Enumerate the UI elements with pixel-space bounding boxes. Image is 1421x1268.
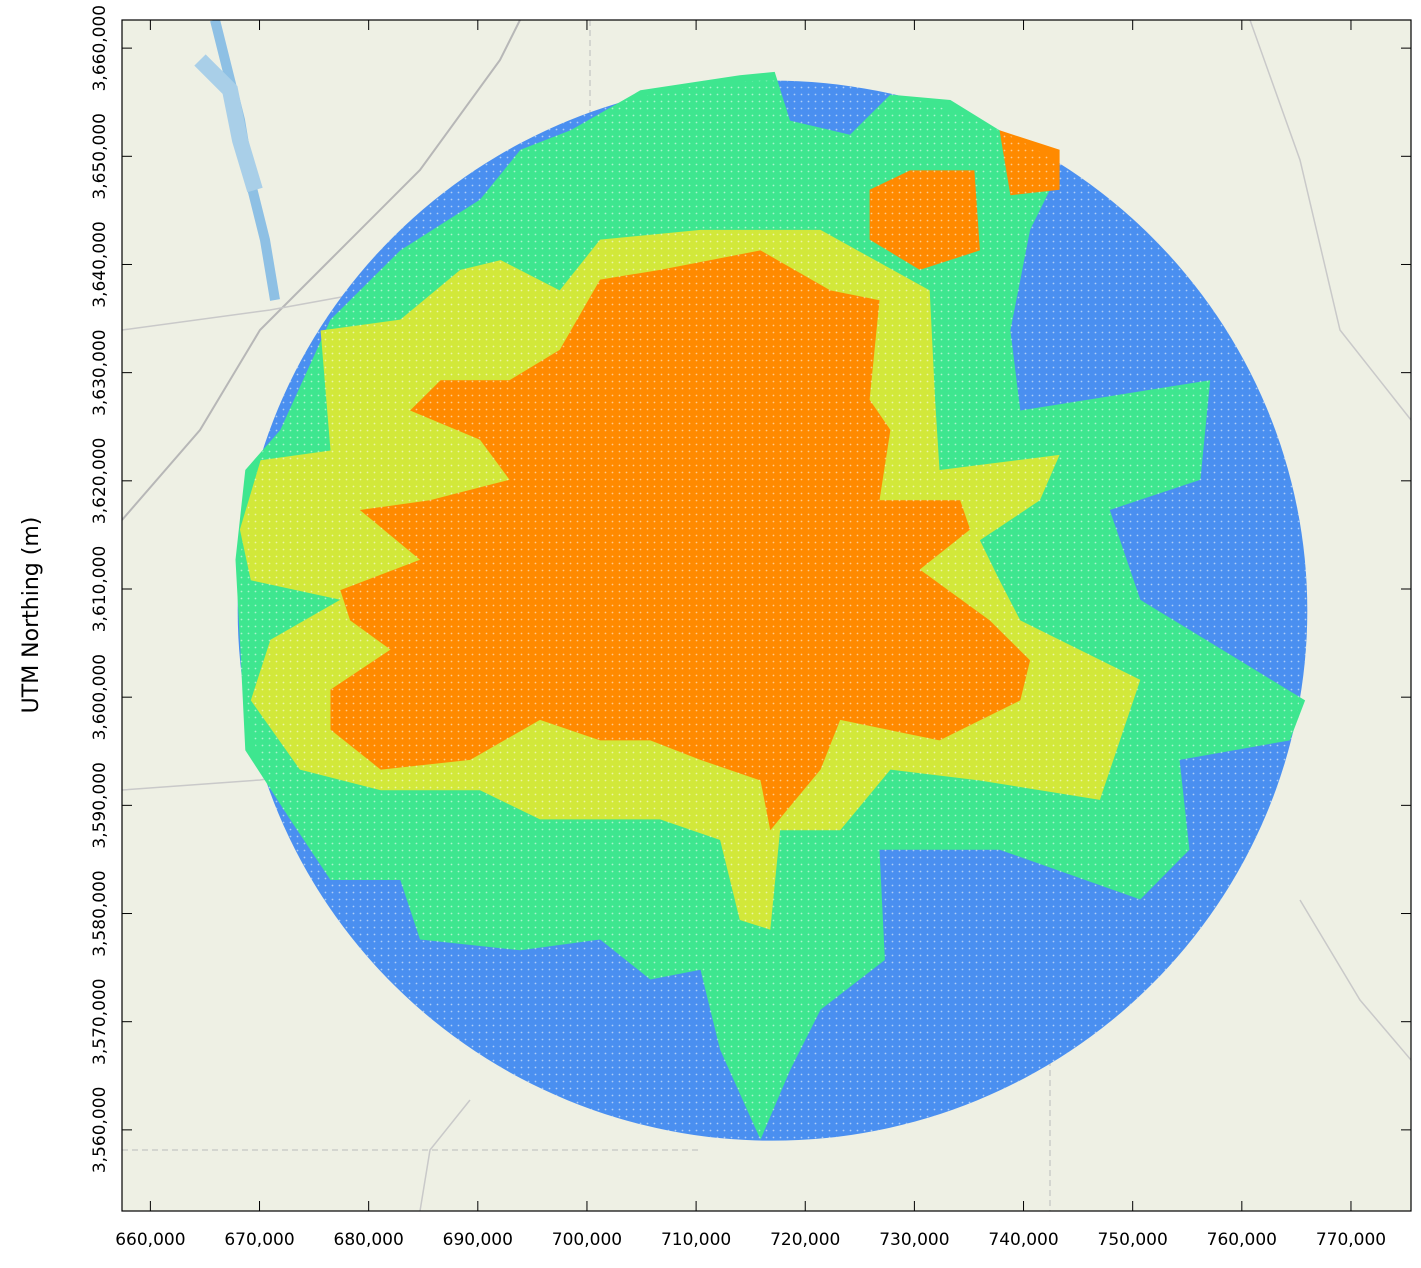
x-tick-label: 740,000 (988, 1230, 1058, 1250)
x-tick-label: 710,000 (661, 1230, 731, 1250)
y-tick-label: 3,620,000 (90, 438, 110, 525)
x-tick-label: 690,000 (443, 1230, 513, 1250)
y-tick-label: 3,590,000 (90, 762, 110, 849)
y-tick-label: 3,560,000 (90, 1087, 110, 1174)
y-tick-label: 3,610,000 (90, 546, 110, 633)
y-tick-label: 3,600,000 (90, 654, 110, 741)
y-axis-label: UTM Northing (m) (19, 517, 44, 714)
x-tick-label: 720,000 (770, 1230, 840, 1250)
x-tick-label: 670,000 (224, 1230, 294, 1250)
x-tick-label: 700,000 (552, 1230, 622, 1250)
y-tick-label: 3,580,000 (90, 870, 110, 957)
x-tick-label: 660,000 (115, 1230, 185, 1250)
y-tick-label: 3,660,000 (90, 5, 110, 92)
plot-frame (121, 19, 1412, 1212)
y-tick-label: 3,570,000 (90, 978, 110, 1065)
y-tick-label: 3,630,000 (90, 329, 110, 416)
x-tick-label: 750,000 (1098, 1230, 1168, 1250)
x-tick-label: 760,000 (1207, 1230, 1277, 1250)
y-tick-label: 3,640,000 (90, 221, 110, 308)
grid-dots (237, 80, 1308, 1141)
x-tick-label: 730,000 (879, 1230, 949, 1250)
x-tick-label: 680,000 (334, 1230, 404, 1250)
x-tick-label: 770,000 (1316, 1230, 1386, 1250)
y-tick-label: 3,650,000 (90, 113, 110, 200)
